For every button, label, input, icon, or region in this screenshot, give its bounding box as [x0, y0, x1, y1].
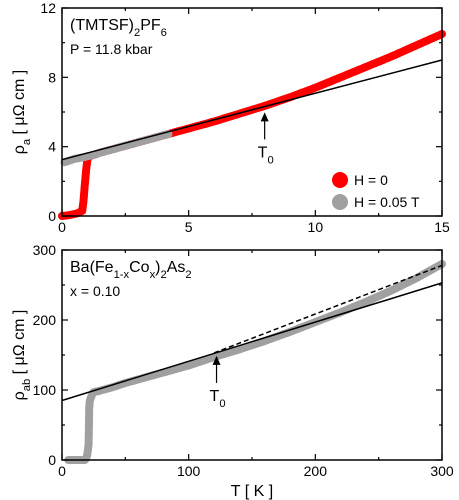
- annotation-t0: T0: [258, 112, 274, 166]
- axes-frame: [61, 249, 443, 461]
- y-tick-label: 300: [33, 242, 57, 258]
- fit-line-dashed: [213, 264, 443, 354]
- series-0-0: [58, 30, 446, 220]
- fit-line-solid: [61, 59, 443, 161]
- y-axis-label: ρab [ μΩ cm ]: [11, 310, 33, 401]
- y-axis-label: ρa [ μΩ cm ]: [11, 70, 33, 155]
- top-panel-tmtsf: 0 5 10 15 0 4 8 12 (TMTSF)2PF6 P = 11.8 kbar ρa [ …: [11, 0, 450, 235]
- legend-label: H = 0.05 T: [354, 194, 420, 210]
- chart-subtitle: x = 0.10: [70, 283, 120, 299]
- annotation-label: T0: [258, 144, 274, 166]
- y-tick-label: 200: [33, 312, 57, 328]
- bottom-panel-ba-fe-co-as: 0 100 200 300 0 100 200 300 Ba(Fe1-xCox)2As2 x = …: [11, 242, 454, 500]
- legend-marker: [332, 194, 348, 210]
- chart-title: (TMTSF)2PF6: [70, 17, 167, 39]
- x-axis-label: T [ K ]: [231, 483, 273, 500]
- series-1-0: [64, 260, 446, 464]
- x-tick-label: 15: [434, 219, 450, 235]
- annotation-label: T0: [210, 388, 226, 410]
- y-tick-label: 8: [48, 69, 56, 85]
- legend: H = 0 H = 0.05 T: [332, 172, 420, 210]
- x-tick-label: 200: [304, 463, 328, 479]
- chart-subtitle: P = 11.8 kbar: [70, 41, 153, 57]
- annotation-arrow-head: [212, 355, 221, 365]
- x-tick-label: 300: [430, 463, 454, 479]
- x-tick-label: 100: [177, 463, 201, 479]
- x-tick-label: 5: [185, 219, 193, 235]
- legend-label: H = 0: [354, 172, 388, 188]
- chart-title: Ba(Fe1-xCox)2As2: [70, 259, 192, 281]
- annotation-t0: T0: [210, 355, 226, 410]
- y-tick-label: 100: [33, 382, 57, 398]
- fit-line-solid: [61, 282, 443, 402]
- x-tick-label: 0: [58, 219, 66, 235]
- y-tick-label: 4: [48, 139, 56, 155]
- annotation-arrow-head: [260, 112, 269, 122]
- x-tick-label: 0: [58, 463, 66, 479]
- y-tick-label: 0: [48, 452, 56, 468]
- x-tick-label: 10: [308, 219, 324, 235]
- y-tick-label: 0: [48, 208, 56, 224]
- y-tick-label: 12: [40, 0, 56, 16]
- legend-marker: [332, 172, 348, 188]
